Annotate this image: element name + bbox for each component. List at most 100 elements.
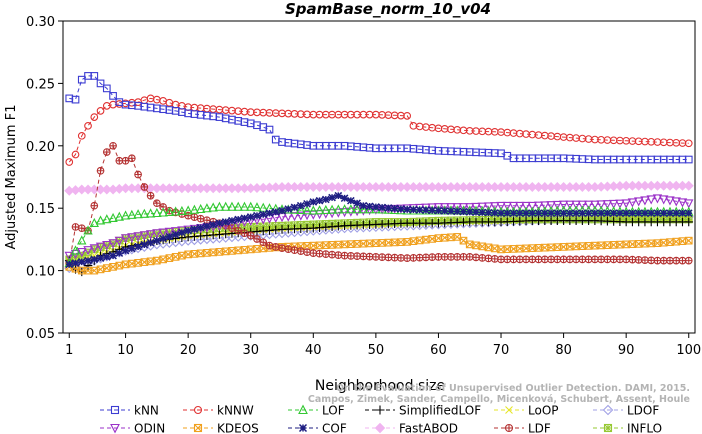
data-point (321, 250, 330, 258)
data-point (209, 220, 218, 229)
data-point (677, 198, 688, 208)
data-point (659, 209, 668, 218)
data-point (622, 240, 631, 249)
data-point (153, 236, 161, 245)
data-point (95, 242, 106, 252)
data-point (121, 156, 130, 165)
data-point (109, 92, 117, 100)
data-point (584, 209, 593, 218)
data-point (472, 208, 480, 217)
data-point (146, 191, 155, 200)
data-point (96, 107, 105, 115)
data-point (153, 199, 161, 208)
data-point (77, 248, 87, 258)
data-point (616, 255, 624, 264)
data-point (684, 199, 694, 209)
data-point (666, 209, 674, 218)
data-point (246, 201, 256, 211)
series-knn (65, 72, 693, 164)
plot-frame (62, 20, 696, 334)
data-point (228, 216, 236, 225)
data-point (647, 209, 656, 218)
data-point (321, 204, 331, 215)
data-point (684, 256, 693, 265)
data-point (278, 206, 286, 215)
data-point (365, 202, 374, 211)
series-simplifiedlof (64, 216, 694, 277)
data-point (409, 205, 418, 214)
data-point (522, 255, 530, 264)
data-point (259, 123, 268, 131)
data-point (90, 72, 99, 80)
data-point (359, 201, 368, 210)
data-point (428, 206, 437, 215)
data-point (634, 209, 643, 218)
data-point (127, 259, 136, 268)
y-tick-label: 0.15 (26, 202, 55, 217)
data-point (640, 196, 650, 206)
data-point (133, 209, 143, 219)
data-point (146, 238, 155, 247)
data-point (397, 205, 405, 213)
data-point (596, 200, 606, 210)
data-point (265, 125, 274, 134)
data-point (528, 255, 537, 264)
data-point (372, 253, 380, 261)
data-point (616, 209, 624, 218)
data-point (196, 214, 205, 223)
legend-item-loop: LoOP (494, 404, 559, 418)
data-point (134, 242, 142, 251)
data-point (471, 202, 481, 213)
data-point (190, 213, 199, 222)
legend: kNN kNNW LOF SimplifiedLOF LoOP LDOF ODIN KDEOS… (100, 404, 662, 434)
data-point (302, 211, 312, 221)
data-point (502, 201, 512, 212)
data-point (477, 202, 487, 212)
data-point (208, 202, 218, 212)
data-point (505, 406, 513, 414)
data-point (90, 255, 99, 264)
series-fastabod (64, 180, 694, 196)
legend-item-inflo: INFLO (593, 422, 662, 434)
data-point (71, 259, 80, 267)
data-point (447, 207, 455, 216)
data-point (428, 253, 437, 261)
data-point (340, 251, 349, 260)
data-point (71, 223, 80, 231)
data-point (190, 225, 199, 233)
data-point (375, 405, 385, 415)
data-point (296, 247, 305, 255)
data-point (409, 254, 418, 262)
data-point (553, 209, 562, 218)
data-point (164, 206, 175, 217)
data-point (158, 207, 168, 217)
data-point (503, 255, 512, 264)
data-point (372, 203, 380, 211)
legend-item-ldf: LDF (494, 422, 551, 434)
data-point (684, 209, 693, 218)
x-tick-label: 20 (180, 343, 197, 358)
data-point (327, 204, 337, 214)
data-point (346, 207, 356, 217)
data-point (77, 235, 87, 245)
data-point (478, 208, 487, 217)
data-point (578, 209, 587, 218)
y-axis: 0.05 0.10 0.15 0.20 0.25 0.30 (26, 15, 63, 342)
data-point (165, 232, 174, 241)
data-point (484, 254, 493, 263)
data-point (96, 79, 105, 88)
data-point (95, 215, 106, 225)
data-point (196, 223, 205, 232)
data-point (165, 98, 174, 107)
data-point (603, 423, 613, 433)
data-point (334, 191, 343, 200)
data-point (346, 204, 356, 214)
x-tick-label: 80 (555, 343, 572, 358)
data-point (77, 258, 86, 266)
data-point (96, 254, 105, 262)
data-point (102, 84, 111, 93)
data-point (115, 156, 124, 165)
data-point (509, 209, 518, 218)
data-point (298, 404, 308, 415)
chart-title: SpamBase_norm_10_v04 (285, 0, 491, 18)
